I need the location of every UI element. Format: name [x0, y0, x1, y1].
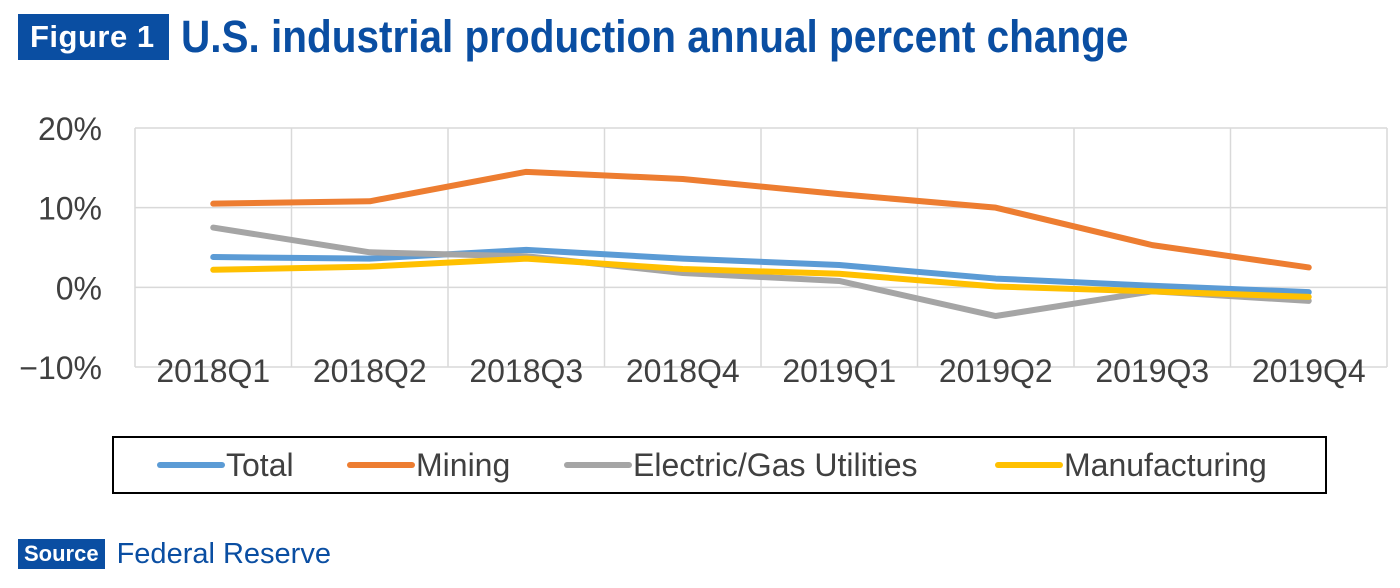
figure-label-badge: Figure 1 [18, 14, 169, 60]
legend-label: Mining [416, 447, 510, 483]
x-tick-label: 2019Q3 [1095, 353, 1209, 389]
source-label-badge: Source [18, 539, 105, 569]
legend-label: Manufacturing [1064, 447, 1267, 483]
y-tick-label: 10% [38, 191, 102, 227]
x-tick-label: 2018Q4 [626, 353, 740, 389]
x-tick-label: 2018Q3 [469, 353, 583, 389]
source-footer: Source Federal Reserve [18, 538, 331, 570]
x-tick-label: 2019Q2 [939, 353, 1053, 389]
x-tick-label: 2018Q1 [156, 353, 270, 389]
series-line [210, 246, 1312, 296]
series-line [210, 255, 1312, 300]
legend-label: Electric/Gas Utilities [633, 447, 918, 483]
y-tick-label: 0% [56, 270, 102, 306]
x-tick-label: 2018Q2 [313, 353, 427, 389]
x-tick-label: 2019Q4 [1252, 353, 1366, 389]
source-text: Federal Reserve [116, 538, 331, 570]
chart-title: U.S. industrial production annual percen… [180, 11, 1128, 62]
line-chart: −10% 0% 10% 20% 2018Q1 2018Q2 2018Q3 2018Q4 2019… [19, 111, 1388, 494]
figure-header: Figure 1 U.S. industrial production annu… [18, 8, 1233, 66]
legend-box [112, 436, 1327, 494]
series-line [210, 224, 1312, 320]
y-tick-label: −10% [19, 350, 102, 386]
legend-label: Total [226, 447, 294, 483]
series-line [210, 168, 1312, 271]
x-tick-label: 2019Q1 [782, 353, 896, 389]
y-tick-label: 20% [38, 111, 102, 147]
